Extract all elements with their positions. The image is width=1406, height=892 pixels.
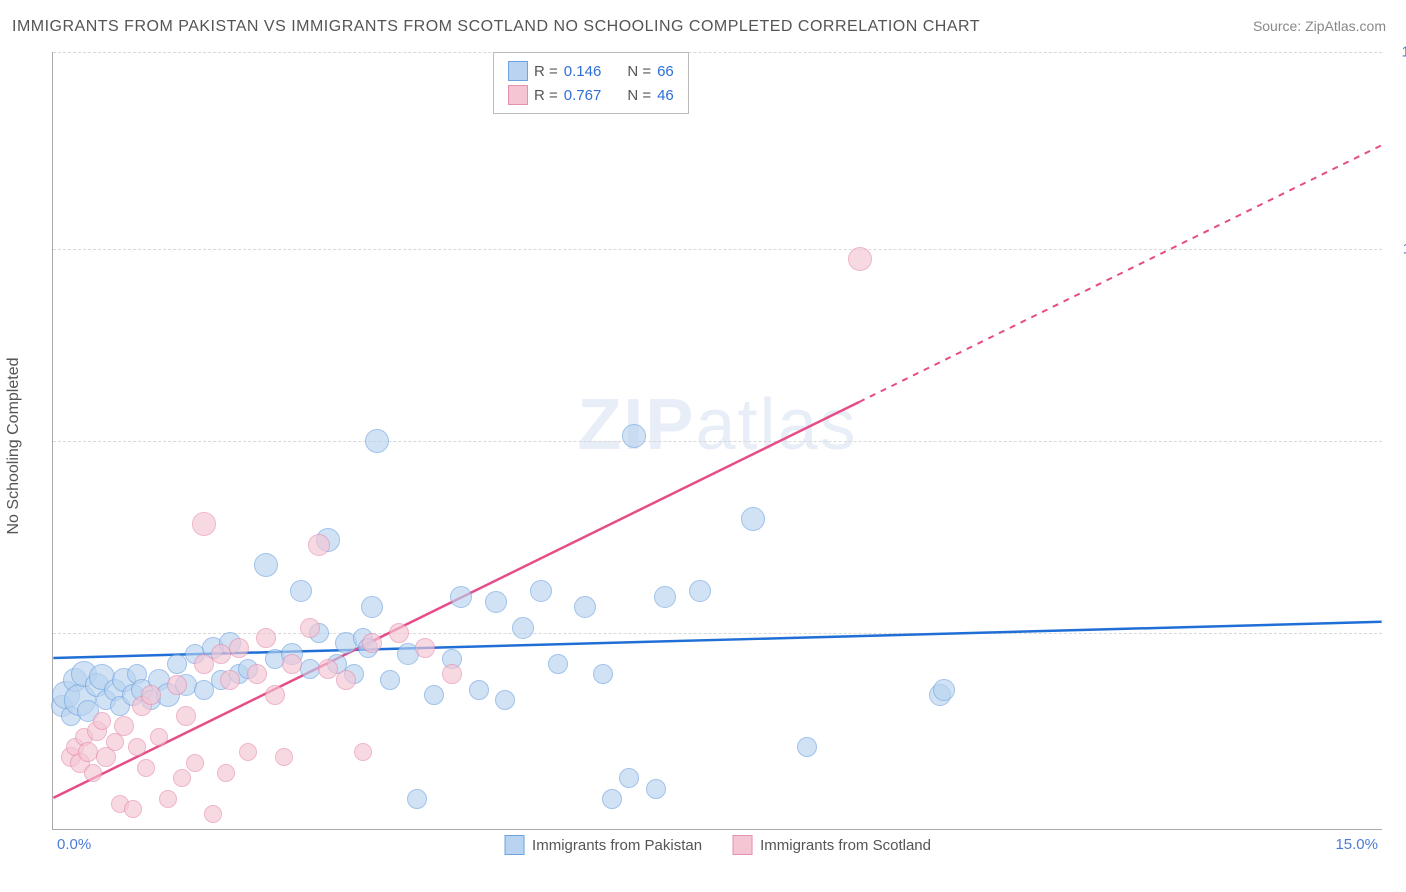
r-value-pakistan: 0.146 bbox=[564, 63, 602, 80]
data-point bbox=[282, 654, 302, 674]
legend-item-pakistan: Immigrants from Pakistan bbox=[504, 835, 702, 855]
trend-lines bbox=[53, 52, 1382, 829]
data-point bbox=[204, 805, 222, 823]
correlation-legend: R = 0.146 N = 66 R = 0.767 N = 46 bbox=[493, 52, 689, 114]
y-tick-label: 15.0% bbox=[1388, 44, 1406, 61]
data-point bbox=[469, 680, 489, 700]
swatch-scotland bbox=[508, 85, 528, 105]
data-point bbox=[407, 789, 427, 809]
n-label: N = bbox=[627, 87, 651, 104]
data-point bbox=[150, 728, 168, 746]
data-point bbox=[141, 685, 161, 705]
series-legend: Immigrants from Pakistan Immigrants from… bbox=[504, 835, 931, 855]
y-axis-label: No Schooling Completed bbox=[5, 358, 23, 535]
data-point bbox=[424, 685, 444, 705]
swatch-pakistan-icon bbox=[504, 835, 524, 855]
r-label: R = bbox=[534, 87, 558, 104]
data-point bbox=[318, 659, 338, 679]
data-point bbox=[689, 580, 711, 602]
data-point bbox=[365, 429, 389, 453]
data-point bbox=[442, 664, 462, 684]
legend-row-pakistan: R = 0.146 N = 66 bbox=[508, 59, 674, 83]
data-point bbox=[593, 664, 613, 684]
data-point bbox=[619, 768, 639, 788]
n-value-scotland: 46 bbox=[657, 87, 674, 104]
x-tick-min: 0.0% bbox=[57, 836, 91, 853]
data-point bbox=[254, 553, 278, 577]
data-point bbox=[362, 633, 382, 653]
data-point bbox=[239, 743, 257, 761]
swatch-pakistan bbox=[508, 61, 528, 81]
data-point bbox=[186, 754, 204, 772]
data-point bbox=[574, 596, 596, 618]
plot-area: ZIPatlas R = 0.146 N = 66 R = 0.767 N = … bbox=[52, 52, 1382, 830]
legend-item-scotland: Immigrants from Scotland bbox=[732, 835, 931, 855]
data-point bbox=[622, 424, 646, 448]
data-point bbox=[741, 507, 765, 531]
data-point bbox=[176, 706, 196, 726]
data-point bbox=[256, 628, 276, 648]
data-point bbox=[646, 779, 666, 799]
trend-line-dashed bbox=[859, 145, 1381, 402]
data-point bbox=[173, 769, 191, 787]
y-tick-label: 7.5% bbox=[1388, 433, 1406, 450]
y-tick-label: 3.8% bbox=[1388, 624, 1406, 641]
r-value-scotland: 0.767 bbox=[564, 87, 602, 104]
n-value-pakistan: 66 bbox=[657, 63, 674, 80]
data-point bbox=[389, 623, 409, 643]
data-point bbox=[247, 664, 267, 684]
data-point bbox=[265, 685, 285, 705]
data-point bbox=[380, 670, 400, 690]
data-point bbox=[512, 617, 534, 639]
data-point bbox=[159, 790, 177, 808]
data-point bbox=[797, 737, 817, 757]
data-point bbox=[300, 618, 320, 638]
data-point bbox=[275, 748, 293, 766]
data-point bbox=[548, 654, 568, 674]
data-point bbox=[495, 690, 515, 710]
data-point bbox=[361, 596, 383, 618]
source-label: Source: ZipAtlas.com bbox=[1253, 18, 1386, 34]
data-point bbox=[137, 759, 155, 777]
data-point bbox=[84, 764, 102, 782]
data-point bbox=[114, 716, 134, 736]
data-point bbox=[602, 789, 622, 809]
legend-label: Immigrants from Pakistan bbox=[532, 837, 702, 854]
y-tick-label: 11.2% bbox=[1388, 241, 1406, 258]
data-point bbox=[229, 638, 249, 658]
data-point bbox=[217, 764, 235, 782]
data-point bbox=[194, 680, 214, 700]
data-point bbox=[167, 675, 187, 695]
data-point bbox=[485, 591, 507, 613]
data-point bbox=[848, 247, 872, 271]
data-point bbox=[654, 586, 676, 608]
r-label: R = bbox=[534, 63, 558, 80]
data-point bbox=[450, 586, 472, 608]
data-point bbox=[290, 580, 312, 602]
legend-row-scotland: R = 0.767 N = 46 bbox=[508, 83, 674, 107]
data-point bbox=[933, 679, 955, 701]
trend-line-solid bbox=[53, 622, 1381, 658]
data-point bbox=[220, 670, 240, 690]
legend-label: Immigrants from Scotland bbox=[760, 837, 931, 854]
data-point bbox=[124, 800, 142, 818]
data-point bbox=[354, 743, 372, 761]
data-point bbox=[128, 738, 146, 756]
data-point bbox=[415, 638, 435, 658]
data-point bbox=[530, 580, 552, 602]
n-label: N = bbox=[627, 63, 651, 80]
x-tick-max: 15.0% bbox=[1335, 836, 1378, 853]
data-point bbox=[194, 654, 214, 674]
chart-title: IMMIGRANTS FROM PAKISTAN VS IMMIGRANTS F… bbox=[12, 18, 980, 36]
swatch-scotland-icon bbox=[732, 835, 752, 855]
data-point bbox=[167, 654, 187, 674]
data-point bbox=[336, 670, 356, 690]
data-point bbox=[93, 712, 111, 730]
data-point bbox=[192, 512, 216, 536]
data-point bbox=[308, 534, 330, 556]
